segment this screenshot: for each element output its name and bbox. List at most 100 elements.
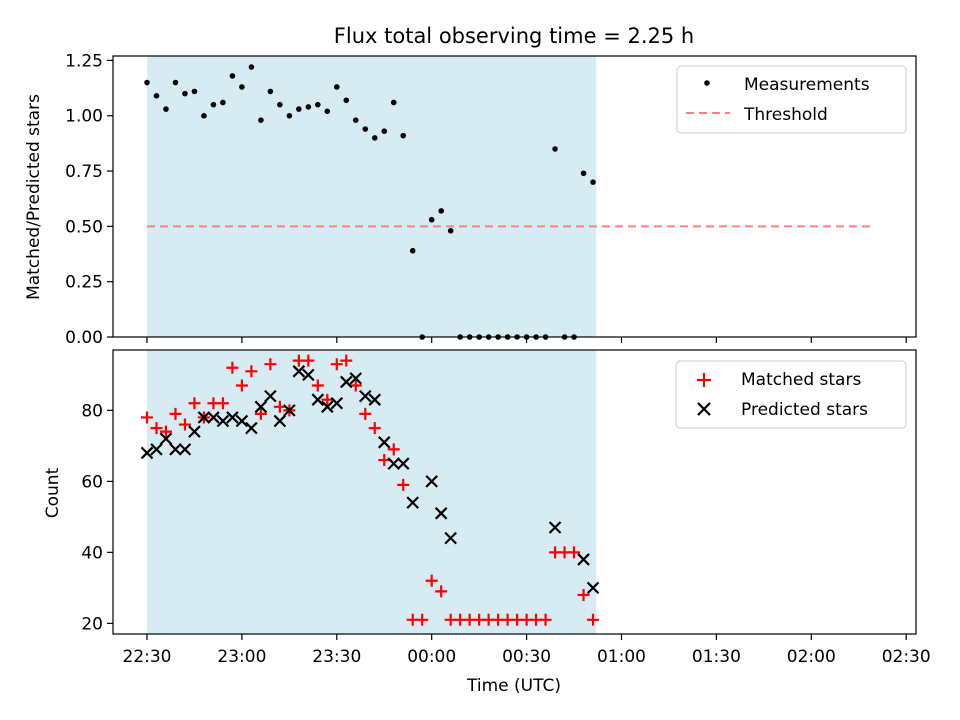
measurement-point — [409, 247, 416, 254]
matched-star-point — [311, 379, 324, 392]
predicted-star-point — [377, 436, 391, 449]
y-tick-label: 1.25 — [65, 51, 103, 71]
y-tick-label: 20 — [81, 614, 103, 634]
matched-star-point — [378, 454, 391, 467]
predicted-star-point — [340, 375, 353, 389]
measurement-point — [333, 84, 340, 90]
matched-star-point — [302, 354, 315, 367]
predicted-star-point — [140, 446, 154, 460]
predicted-star-point — [273, 414, 287, 428]
measurement-point — [239, 84, 245, 90]
predicted-star-point — [311, 393, 325, 406]
predicted-star-point — [577, 553, 590, 566]
measurement-point — [590, 179, 596, 185]
matched-star-point — [226, 361, 239, 374]
predicted-star-point — [169, 443, 182, 456]
measurement-point — [277, 101, 283, 108]
top-observing-window — [147, 56, 597, 337]
predicted-star-point — [216, 414, 230, 428]
measurement-point — [286, 112, 293, 119]
measurement-point — [144, 79, 150, 86]
x-tick-label: 01:30 — [692, 647, 741, 667]
matched-star-point — [216, 397, 229, 410]
y-tick-label: 0.75 — [65, 162, 103, 182]
y-tick-label: 60 — [81, 472, 103, 492]
count-points — [140, 354, 600, 626]
measurement-point — [580, 170, 587, 177]
bottom-x-ticks: 22:30 23:00 23:30 00:00 00:30 01:00 01:30 02:00… — [123, 634, 931, 667]
predicted-star-point — [358, 389, 372, 403]
predicted-star-point — [444, 531, 457, 545]
measurement-point — [220, 99, 226, 106]
x-axis-label: Time (UTC) — [466, 676, 561, 696]
bottom-y-ticks: 20 40 60 80 — [81, 401, 113, 634]
matched-star-point — [141, 411, 153, 424]
measurement-point — [267, 88, 274, 95]
measurement-point — [248, 64, 255, 70]
predicted-star-point — [548, 521, 562, 534]
measurement-point — [447, 227, 454, 234]
predicted-star-point — [207, 411, 220, 424]
matched-star-point — [416, 613, 429, 626]
predicted-star-point — [150, 443, 163, 456]
measurement-point — [229, 73, 236, 79]
top-y-axis-label: Matched/Predicted stars — [24, 94, 44, 300]
predicted-star-point — [586, 581, 600, 595]
measurement-points — [144, 64, 596, 340]
predicted-star-point — [292, 365, 306, 378]
measurement-point — [381, 128, 388, 135]
predicted-star-point — [159, 432, 173, 446]
measurement-point — [305, 104, 312, 110]
measurement-point — [428, 216, 435, 223]
matched-star-point — [150, 422, 163, 435]
x-tick-label: 01:00 — [597, 647, 646, 667]
legend-predicted-label: Predicted stars — [741, 400, 868, 420]
predicted-star-point — [425, 475, 438, 488]
x-tick-label: 00:00 — [407, 647, 456, 667]
measurement-point — [438, 208, 444, 214]
matched-star-point — [264, 358, 277, 371]
bottom-panel: 20 40 60 80 22:30 23:00 23:30 00:00 00:30 01:00 0… — [43, 349, 931, 696]
measurement-point — [324, 108, 331, 115]
predicted-star-point — [188, 425, 201, 438]
predicted-star-point — [254, 400, 268, 414]
measurement-point — [258, 117, 264, 123]
x-tick-label: 00:30 — [502, 647, 551, 667]
x-tick-label: 02:30 — [882, 647, 931, 667]
predicted-star-point — [368, 393, 382, 406]
measurement-point — [296, 106, 302, 112]
matched-star-point — [349, 379, 362, 392]
measurement-point — [210, 101, 217, 108]
matched-star-point — [330, 358, 343, 371]
legend-matched-marker — [697, 373, 711, 387]
top-x-ticks — [146, 337, 907, 343]
matched-star-point — [387, 443, 400, 456]
y-tick-label: 80 — [81, 401, 103, 421]
top-y-ticks: 0.00 0.25 0.50 0.75 1.00 1.25 — [65, 51, 113, 348]
matched-star-point — [435, 585, 448, 598]
measurement-point — [390, 99, 397, 106]
predicted-star-point — [330, 396, 344, 410]
matched-star-point — [235, 379, 248, 392]
matched-star-point — [159, 425, 172, 438]
matched-star-point — [359, 407, 372, 420]
measurement-point — [163, 106, 169, 112]
predicted-star-point — [387, 457, 401, 470]
legend-matched-label: Matched stars — [741, 370, 861, 390]
predicted-star-point — [434, 507, 448, 520]
x-tick-label: 02:00 — [787, 647, 836, 667]
matched-star-point — [425, 574, 438, 587]
matched-star-point — [254, 407, 267, 420]
matched-star-point — [397, 478, 410, 491]
y-tick-label: 40 — [81, 543, 103, 563]
measurement-point — [182, 90, 188, 97]
measurement-point — [172, 79, 179, 86]
matched-star-point — [273, 400, 286, 413]
predicted-star-point — [197, 411, 211, 424]
measurement-point — [371, 135, 378, 141]
matched-star-point — [178, 418, 191, 431]
predicted-star-point — [235, 414, 249, 428]
x-tick-label: 23:30 — [312, 647, 361, 667]
predicted-star-point — [321, 400, 334, 414]
measurement-point — [352, 117, 359, 123]
